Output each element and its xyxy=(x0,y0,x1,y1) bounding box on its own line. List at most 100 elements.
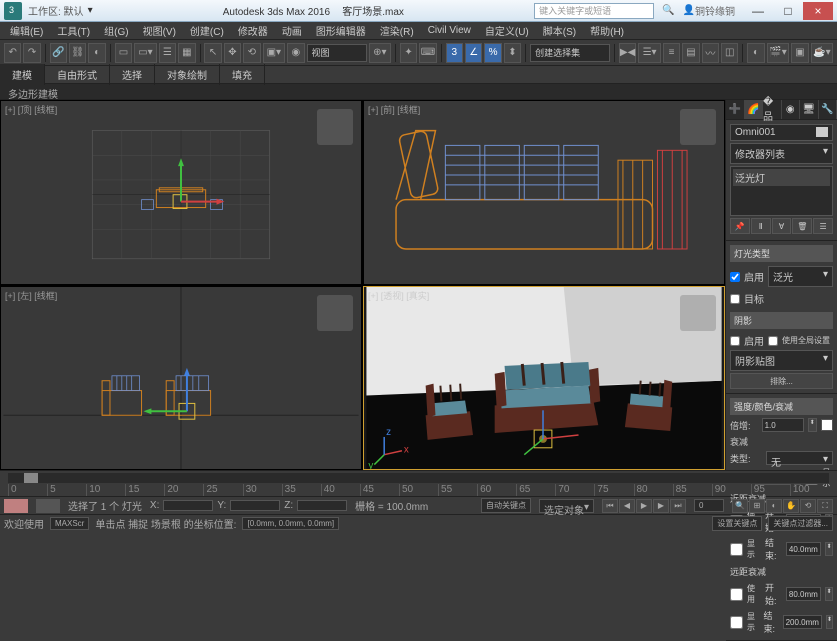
spinner-arrows[interactable]: ⬍ xyxy=(825,587,833,601)
snap-percent-button[interactable]: % xyxy=(484,43,501,63)
decay-type-dropdown[interactable]: 无▾ xyxy=(766,451,833,465)
unlink-button[interactable]: ⛓ xyxy=(69,43,86,63)
ribbon-tab-paint[interactable]: 对象绘制 xyxy=(155,64,220,85)
menu-help[interactable]: 帮助(H) xyxy=(584,21,630,40)
nav-zoom-button[interactable]: 🔍 xyxy=(732,499,748,513)
user-label[interactable]: 铜铃缘铜 xyxy=(695,3,735,18)
snap-3-button[interactable]: 3 xyxy=(446,43,463,63)
exclude-button[interactable]: 排除... xyxy=(730,373,833,389)
maximize-button[interactable]: □ xyxy=(773,2,803,20)
nav-max-button[interactable]: ⛶ xyxy=(817,499,833,513)
schematic-button[interactable]: ◫ xyxy=(721,43,738,63)
nav-zoomall-button[interactable]: ⊞ xyxy=(749,499,765,513)
far-start-spinner[interactable]: 80.0mm xyxy=(786,587,821,601)
goto-start-button[interactable]: ⏮ xyxy=(602,499,618,513)
unique-button[interactable]: ∀ xyxy=(772,218,792,234)
menu-create[interactable]: 创建(C) xyxy=(184,21,230,40)
target-checkbox[interactable] xyxy=(730,294,740,304)
menu-edit[interactable]: 编辑(E) xyxy=(4,21,49,40)
enable-checkbox[interactable] xyxy=(730,272,740,282)
spinner-arrows[interactable]: ⬍ xyxy=(808,418,817,432)
autokey-button[interactable]: 自动关键点 xyxy=(481,498,531,513)
curve-editor-button[interactable]: 〰 xyxy=(702,43,719,63)
redo-button[interactable]: ↷ xyxy=(23,43,40,63)
shadow-type-dropdown[interactable]: 阴影贴图▾ xyxy=(730,350,833,371)
snap-angle-button[interactable]: ∠ xyxy=(465,43,482,63)
modifier-stack[interactable]: 泛光灯 xyxy=(730,166,833,216)
far-use-checkbox[interactable] xyxy=(730,588,743,601)
nav-orbit-button[interactable]: ⟲ xyxy=(800,499,816,513)
viewport-front[interactable]: [+] [前] [线框] xyxy=(363,100,725,285)
global-checkbox[interactable] xyxy=(768,336,778,346)
set-key-button[interactable]: 设置关键点 xyxy=(712,516,762,531)
coord-x-field[interactable] xyxy=(163,500,213,511)
menu-civil[interactable]: Civil View xyxy=(422,23,477,38)
layers-button[interactable]: ≡ xyxy=(663,43,680,63)
pivot-button[interactable]: ⊕▾ xyxy=(369,43,392,63)
render-setup-button[interactable]: 🎬▾ xyxy=(767,43,790,63)
current-frame-field[interactable]: 0 xyxy=(694,499,724,512)
modifier-stack-item[interactable]: 泛光灯 xyxy=(733,169,830,186)
menu-tools[interactable]: 工具(T) xyxy=(51,21,96,40)
pin-stack-button[interactable]: 📌 xyxy=(730,218,750,234)
ribbon-tab-freeform[interactable]: 自由形式 xyxy=(45,64,110,85)
placement-button[interactable]: ◉ xyxy=(287,43,304,63)
minimize-button[interactable]: — xyxy=(743,2,773,20)
play-button[interactable]: ▶ xyxy=(636,499,652,513)
key-filter-button[interactable]: 关键点过滤器... xyxy=(768,516,833,531)
spinner-arrows[interactable]: ⬍ xyxy=(825,542,833,556)
gray-button[interactable] xyxy=(36,499,60,513)
bind-button[interactable]: ◐ xyxy=(88,43,105,63)
color-swatch[interactable] xyxy=(821,419,833,431)
ribbon-tab-modeling[interactable]: 建模 xyxy=(0,64,45,85)
rollup-intensity[interactable]: 强度/颜色/衰减 xyxy=(730,398,833,415)
coord-y-field[interactable] xyxy=(230,500,280,511)
select-name-button[interactable]: ☰ xyxy=(159,43,176,63)
named-sel-dropdown[interactable]: 创建选择集 xyxy=(530,44,610,62)
key-target-dropdown[interactable]: 选定对象▾ xyxy=(539,499,594,513)
far-end-spinner[interactable]: 200.0mm xyxy=(783,615,822,629)
time-slider[interactable] xyxy=(0,470,837,484)
far-show-checkbox[interactable] xyxy=(730,616,743,629)
viewport-top[interactable]: [+] [顶] [线框] xyxy=(0,100,362,285)
shadow-enable-checkbox[interactable] xyxy=(730,336,740,346)
viewcube-icon[interactable] xyxy=(317,109,353,145)
tab-utilities-icon[interactable]: 🔧 xyxy=(819,100,837,119)
render-button[interactable]: ☕▾ xyxy=(811,43,834,63)
select-filter-button[interactable]: ▦ xyxy=(178,43,195,63)
viewport-top-label[interactable]: [+] [顶] [线框] xyxy=(5,103,57,116)
ribbon-tab-populate[interactable]: 填充 xyxy=(220,64,265,85)
undo-button[interactable]: ↶ xyxy=(4,43,21,63)
coord-z-field[interactable] xyxy=(297,500,347,511)
show-result-button[interactable]: Ⅱ xyxy=(751,218,771,234)
viewport-perspective[interactable]: [+] [透视] [真实] xyxy=(363,286,725,471)
link-button[interactable]: 🔗 xyxy=(50,43,67,63)
manip-button[interactable]: ✦ xyxy=(400,43,417,63)
light-type-dropdown[interactable]: 泛光▾ xyxy=(768,266,833,287)
tab-display-icon[interactable]: 🖥 xyxy=(800,100,819,119)
near-end-spinner[interactable]: 40.0mm xyxy=(786,542,821,556)
tab-hierarchy-icon[interactable]: �品 xyxy=(763,100,782,119)
nav-fov-button[interactable]: ◐ xyxy=(766,499,782,513)
rollup-shadow[interactable]: 阴影 xyxy=(730,312,833,329)
viewport-persp-label[interactable]: [+] [透视] [真实] xyxy=(368,289,429,302)
modifier-list-dropdown[interactable]: 修改器列表▾ xyxy=(730,143,833,164)
menu-render[interactable]: 渲染(R) xyxy=(374,21,420,40)
scale-button[interactable]: ▣▾ xyxy=(263,43,286,63)
multiplier-spinner[interactable]: 1.0 xyxy=(762,418,804,432)
menu-script[interactable]: 脚本(S) xyxy=(537,21,582,40)
viewport-left-label[interactable]: [+] [左] [线框] xyxy=(5,289,57,302)
align-button[interactable]: ☰▾ xyxy=(638,43,661,63)
menu-animation[interactable]: 动画 xyxy=(276,21,308,40)
ref-coord-dropdown[interactable]: 视图 xyxy=(307,44,367,62)
maxscript-mini[interactable]: MAXScr xyxy=(50,517,89,530)
spinner-arrows[interactable]: ⬍ xyxy=(826,615,833,629)
near-show-checkbox[interactable] xyxy=(730,543,743,556)
spinner-snap-button[interactable]: ⬍ xyxy=(504,43,521,63)
time-marker[interactable] xyxy=(24,473,38,483)
prev-frame-button[interactable]: ◀ xyxy=(619,499,635,513)
search-icon[interactable]: 🔍 xyxy=(662,5,674,16)
move-button[interactable]: ✥ xyxy=(224,43,241,63)
ribbon-tab-selection[interactable]: 选择 xyxy=(110,64,155,85)
rollup-light-type[interactable]: 灯光类型 xyxy=(730,245,833,262)
